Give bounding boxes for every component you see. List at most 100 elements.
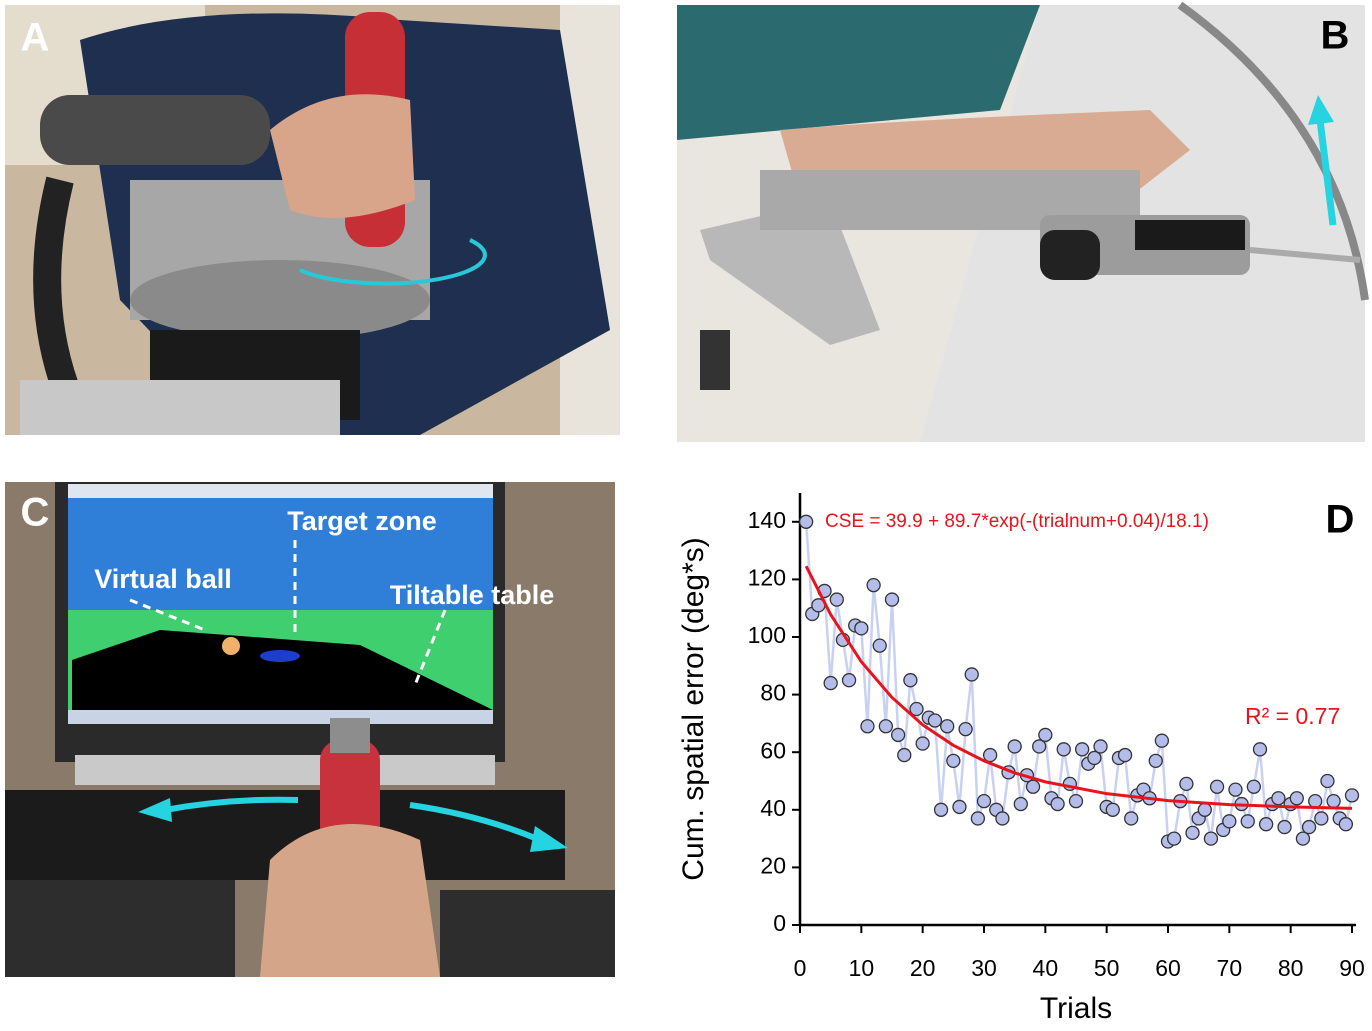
data-point [946, 753, 961, 768]
x-tick-label: 40 [1033, 955, 1059, 981]
data-point [1222, 814, 1237, 829]
data-point [854, 621, 869, 636]
data-point [1007, 739, 1022, 754]
data-point [1154, 733, 1170, 748]
y-tick-label: 100 [748, 622, 786, 648]
data-point [982, 747, 998, 763]
data-point [1117, 747, 1133, 763]
y-tick-label: 0 [773, 910, 786, 936]
data-point [1308, 794, 1323, 809]
data-point [1124, 811, 1139, 826]
y-tick-label: 20 [760, 852, 786, 878]
data-point [1295, 831, 1311, 846]
data-point [872, 638, 887, 653]
data-point [1203, 831, 1219, 846]
data-point [933, 802, 949, 817]
panel-label: C [21, 491, 50, 535]
fit-line [804, 565, 1353, 810]
panel-label: D [1326, 498, 1355, 542]
data-point [798, 514, 814, 529]
y-tick-label: 60 [760, 737, 786, 763]
data-point [866, 578, 881, 593]
annotation: Virtual ball [94, 564, 232, 594]
data-point [829, 592, 844, 607]
data-point [1093, 739, 1108, 754]
data-point [1105, 802, 1120, 817]
annotation: Tiltable table [390, 580, 555, 610]
data-point [1074, 742, 1090, 757]
data-point [1166, 831, 1182, 846]
y-tick-label: 140 [748, 507, 786, 533]
data-point [1013, 796, 1028, 812]
data-point [1246, 779, 1262, 794]
data-point [970, 811, 986, 826]
data-point [915, 736, 930, 751]
data-point [903, 673, 918, 688]
annotation: Target zone [287, 506, 437, 536]
x-tick-label: 10 [849, 955, 875, 981]
x-tick-label: 90 [1339, 955, 1365, 981]
data-point [1185, 825, 1200, 840]
data-point [1032, 739, 1047, 754]
data-point [1252, 742, 1268, 757]
x-tick-label: 80 [1278, 955, 1304, 981]
data-point [995, 811, 1010, 826]
data-point [927, 713, 943, 728]
data-point [1240, 814, 1255, 829]
data-point [1258, 817, 1274, 832]
data-point [909, 701, 924, 717]
data-point [1087, 750, 1102, 766]
data-point [1289, 791, 1304, 806]
series-line [804, 521, 1354, 844]
data-point [1326, 794, 1341, 809]
data-point [878, 719, 894, 734]
data-point [823, 675, 838, 691]
y-tick-label: 80 [760, 680, 786, 706]
data-point [1025, 779, 1041, 794]
data-point [860, 719, 875, 734]
data-point [1148, 753, 1163, 768]
data-point [1271, 791, 1286, 806]
annotation: CSE = 39.9 + 89.7*exp(-(trialnum+0.04)/1… [825, 511, 1209, 532]
data-point [1068, 794, 1084, 809]
y-tick-label: 120 [748, 564, 786, 590]
data-point [1179, 776, 1194, 792]
data-point [1209, 779, 1225, 794]
photo-a [5, 5, 620, 435]
data-point [976, 794, 992, 809]
data-point [1056, 742, 1071, 757]
photo-c [5, 482, 615, 977]
x-axis-label: Trials [1040, 992, 1112, 1025]
data-point [1050, 796, 1065, 812]
data-point [1314, 811, 1329, 826]
data-point [841, 673, 857, 688]
data-point [1301, 819, 1317, 835]
data-point [1277, 819, 1292, 835]
y-axis-label: Cum. spatial error (deg*s) [677, 537, 710, 880]
x-tick-label: 50 [1094, 955, 1120, 981]
data-point [952, 799, 967, 815]
x-tick-label: 30 [971, 955, 997, 981]
x-tick-label: 20 [910, 955, 936, 981]
photo-b [677, 1, 1369, 442]
x-tick-label: 70 [1217, 955, 1243, 981]
data-point [964, 667, 979, 682]
data-point [1197, 802, 1212, 817]
data-point [890, 727, 906, 743]
x-tick-label: 60 [1155, 955, 1181, 981]
data-point [958, 722, 973, 737]
panel-label: B [1321, 14, 1350, 58]
data-point [1338, 817, 1354, 832]
y-tick-label: 40 [760, 795, 786, 821]
data-point [940, 719, 955, 734]
data-point [1228, 782, 1243, 797]
data-point [897, 747, 912, 763]
x-tick-label: 0 [794, 955, 807, 981]
data-point [884, 592, 900, 607]
annotation: R² = 0.77 [1245, 703, 1340, 729]
data-point [1038, 727, 1053, 743]
data-point [1344, 788, 1360, 803]
data-point [1320, 773, 1335, 789]
panel-label: A [21, 16, 50, 60]
